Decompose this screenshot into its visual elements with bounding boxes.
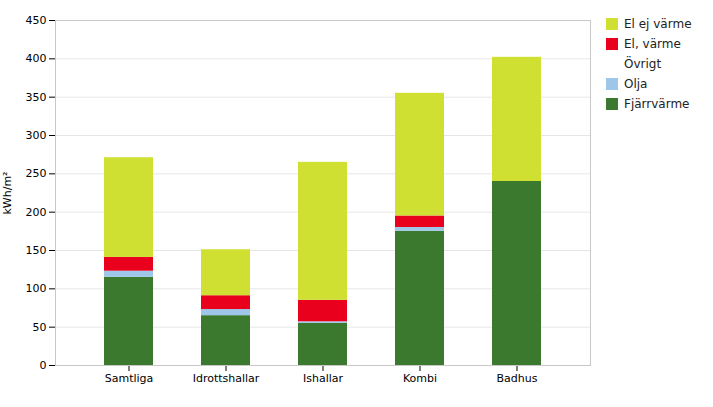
svg-text:450: 450 — [26, 14, 47, 27]
svg-text:Idrottshallar: Idrottshallar — [193, 372, 260, 385]
svg-text:0: 0 — [40, 359, 47, 372]
svg-text:300: 300 — [26, 129, 47, 142]
svg-text:400: 400 — [26, 52, 47, 65]
svg-text:250: 250 — [26, 167, 47, 180]
svg-text:150: 150 — [26, 244, 47, 257]
svg-text:Samtliga: Samtliga — [105, 372, 154, 385]
svg-text:kWh/m²: kWh/m² — [1, 171, 14, 214]
html-text:El ej värme: El ej värme — [624, 17, 692, 31]
html-text:Fjärrvärme: Fjärrvärme — [624, 97, 690, 111]
svg-text:Kombi: Kombi — [403, 372, 437, 385]
svg-text:350: 350 — [26, 91, 47, 104]
svg-text:Badhus: Badhus — [497, 372, 538, 385]
svg-text:Ishallar: Ishallar — [303, 372, 344, 385]
html-text:Övrigt: Övrigt — [624, 57, 662, 71]
svg-text:200: 200 — [26, 206, 47, 219]
svg-text:50: 50 — [33, 321, 47, 334]
html-text:El, värme: El, värme — [624, 37, 681, 51]
html-text:Olja: Olja — [624, 77, 648, 91]
svg-text:100: 100 — [26, 282, 47, 295]
